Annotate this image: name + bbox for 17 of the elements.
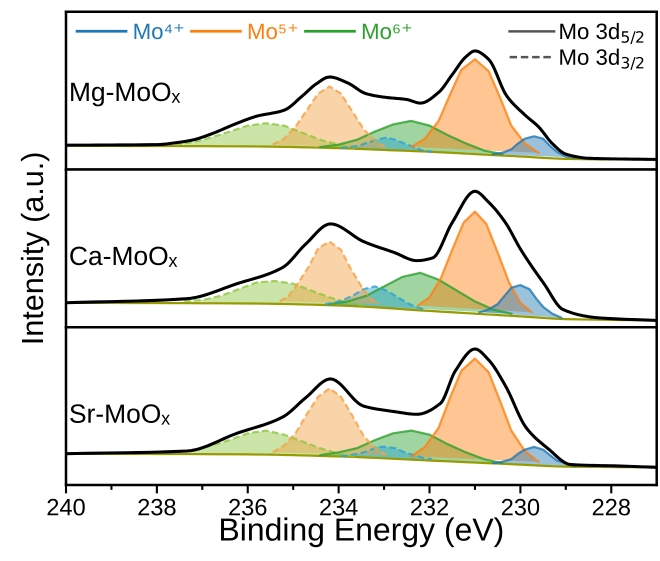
legend-label: Mo⁶⁺ — [362, 24, 412, 40]
x-tick-label: 240 — [47, 498, 85, 516]
legend-label: Mo⁵⁺ — [248, 24, 298, 40]
x-tick-label: 234 — [320, 498, 358, 516]
x-tick-label: 228 — [592, 498, 630, 516]
text: Mo 3d$_{5/2}$ — [560, 22, 644, 44]
x-tick-label: 236 — [229, 498, 266, 516]
x-axis-title: Binding Energy (eV) — [221, 517, 502, 548]
text: Ca-MoOₓ — [70, 246, 178, 267]
x-tick-label: 238 — [138, 498, 176, 516]
x-tick-label: 232 — [411, 498, 448, 516]
text: Mg-MoOₓ — [71, 82, 180, 106]
annotation: Mo 3d$_{3/2}$ — [560, 48, 644, 70]
y-axis-title: Intensity (a.u.) — [20, 153, 50, 342]
x-tick-label: 230 — [502, 498, 540, 516]
legend-label: Mo⁴⁺ — [134, 24, 184, 40]
text: Sr-MoOₓ — [70, 404, 170, 425]
